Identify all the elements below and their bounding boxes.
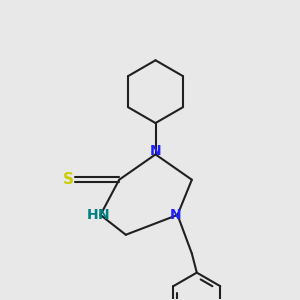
Text: N: N	[170, 208, 182, 222]
Text: N: N	[150, 144, 161, 158]
Text: N: N	[98, 208, 110, 222]
Text: S: S	[63, 172, 74, 187]
Text: H: H	[86, 208, 98, 222]
